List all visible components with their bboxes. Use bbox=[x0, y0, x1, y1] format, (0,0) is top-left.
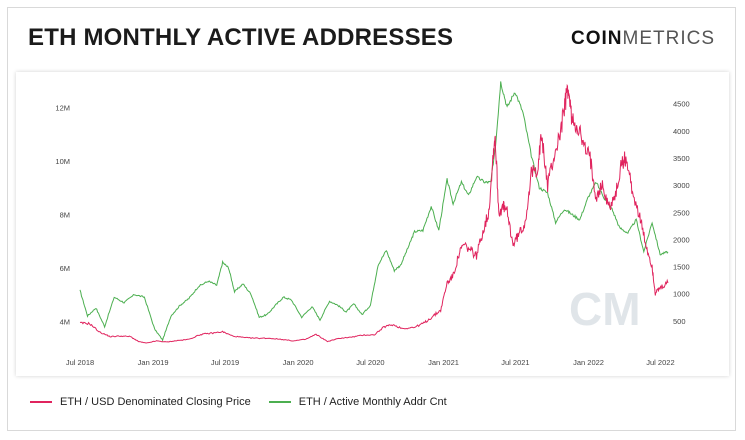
x-tick-label: Jan 2021 bbox=[428, 358, 459, 367]
legend-label-addresses: ETH / Active Monthly Addr Cnt bbox=[298, 396, 447, 408]
x-tick-label: Jan 2020 bbox=[283, 358, 314, 367]
right-tick-label: 2500 bbox=[673, 208, 690, 217]
legend-item-addresses[interactable]: ETH / Active Monthly Addr Cnt bbox=[268, 396, 447, 408]
line-chart: 4M 6M 8M 10M 12M 500 1000 1500 2000 2500 3000 3500… bbox=[55, 81, 690, 367]
left-tick-label: 12M bbox=[55, 103, 70, 112]
brand-coin: COIN bbox=[571, 28, 623, 49]
right-tick-label: 4500 bbox=[673, 100, 690, 109]
x-tick-label: Jan 2022 bbox=[573, 358, 604, 367]
x-tick-label: Jul 2020 bbox=[356, 358, 384, 367]
series-line-price bbox=[79, 83, 669, 344]
legend-swatch-price bbox=[30, 401, 52, 403]
right-tick-label: 500 bbox=[673, 317, 686, 326]
right-tick-label: 4000 bbox=[673, 127, 690, 136]
chart-panel: 4M 6M 8M 10M 12M 500 1000 1500 2000 2500 3000 3500… bbox=[16, 72, 729, 376]
coinmetrics-logo: COINMETRICS bbox=[571, 28, 715, 50]
right-tick-label: 1000 bbox=[673, 290, 690, 299]
watermark-cm: CM bbox=[569, 283, 641, 335]
left-axis-ticks: 4M 6M 8M 10M 12M bbox=[55, 103, 70, 326]
right-tick-label: 2000 bbox=[673, 235, 690, 244]
x-tick-label: Jul 2021 bbox=[501, 358, 529, 367]
right-tick-label: 1500 bbox=[673, 263, 690, 272]
legend: ETH / USD Denominated Closing Price ETH … bbox=[30, 396, 447, 408]
series-line-active-addresses bbox=[79, 81, 669, 342]
left-tick-label: 4M bbox=[60, 317, 70, 326]
right-tick-label: 3000 bbox=[673, 181, 690, 190]
left-tick-label: 8M bbox=[60, 210, 70, 219]
legend-swatch-addresses bbox=[268, 401, 291, 403]
left-tick-label: 6M bbox=[60, 264, 70, 273]
x-axis-ticks: Jul 2018 Jan 2019 Jul 2019 Jan 2020 Jul 2020… bbox=[66, 358, 675, 367]
brand-metrics: METRICS bbox=[622, 28, 715, 49]
x-tick-label: Jul 2018 bbox=[66, 358, 94, 367]
x-tick-label: Jul 2019 bbox=[211, 358, 239, 367]
left-tick-label: 10M bbox=[55, 157, 70, 166]
legend-item-price[interactable]: ETH / USD Denominated Closing Price bbox=[30, 396, 251, 408]
x-tick-label: Jul 2022 bbox=[646, 358, 674, 367]
chart-title: ETH MONTHLY ACTIVE ADDRESSES bbox=[28, 24, 454, 51]
legend-label-price: ETH / USD Denominated Closing Price bbox=[60, 396, 251, 408]
x-tick-label: Jan 2019 bbox=[138, 358, 169, 367]
right-axis-ticks: 500 1000 1500 2000 2500 3000 3500 4000 4500 bbox=[673, 100, 690, 326]
right-tick-label: 3500 bbox=[673, 154, 690, 163]
